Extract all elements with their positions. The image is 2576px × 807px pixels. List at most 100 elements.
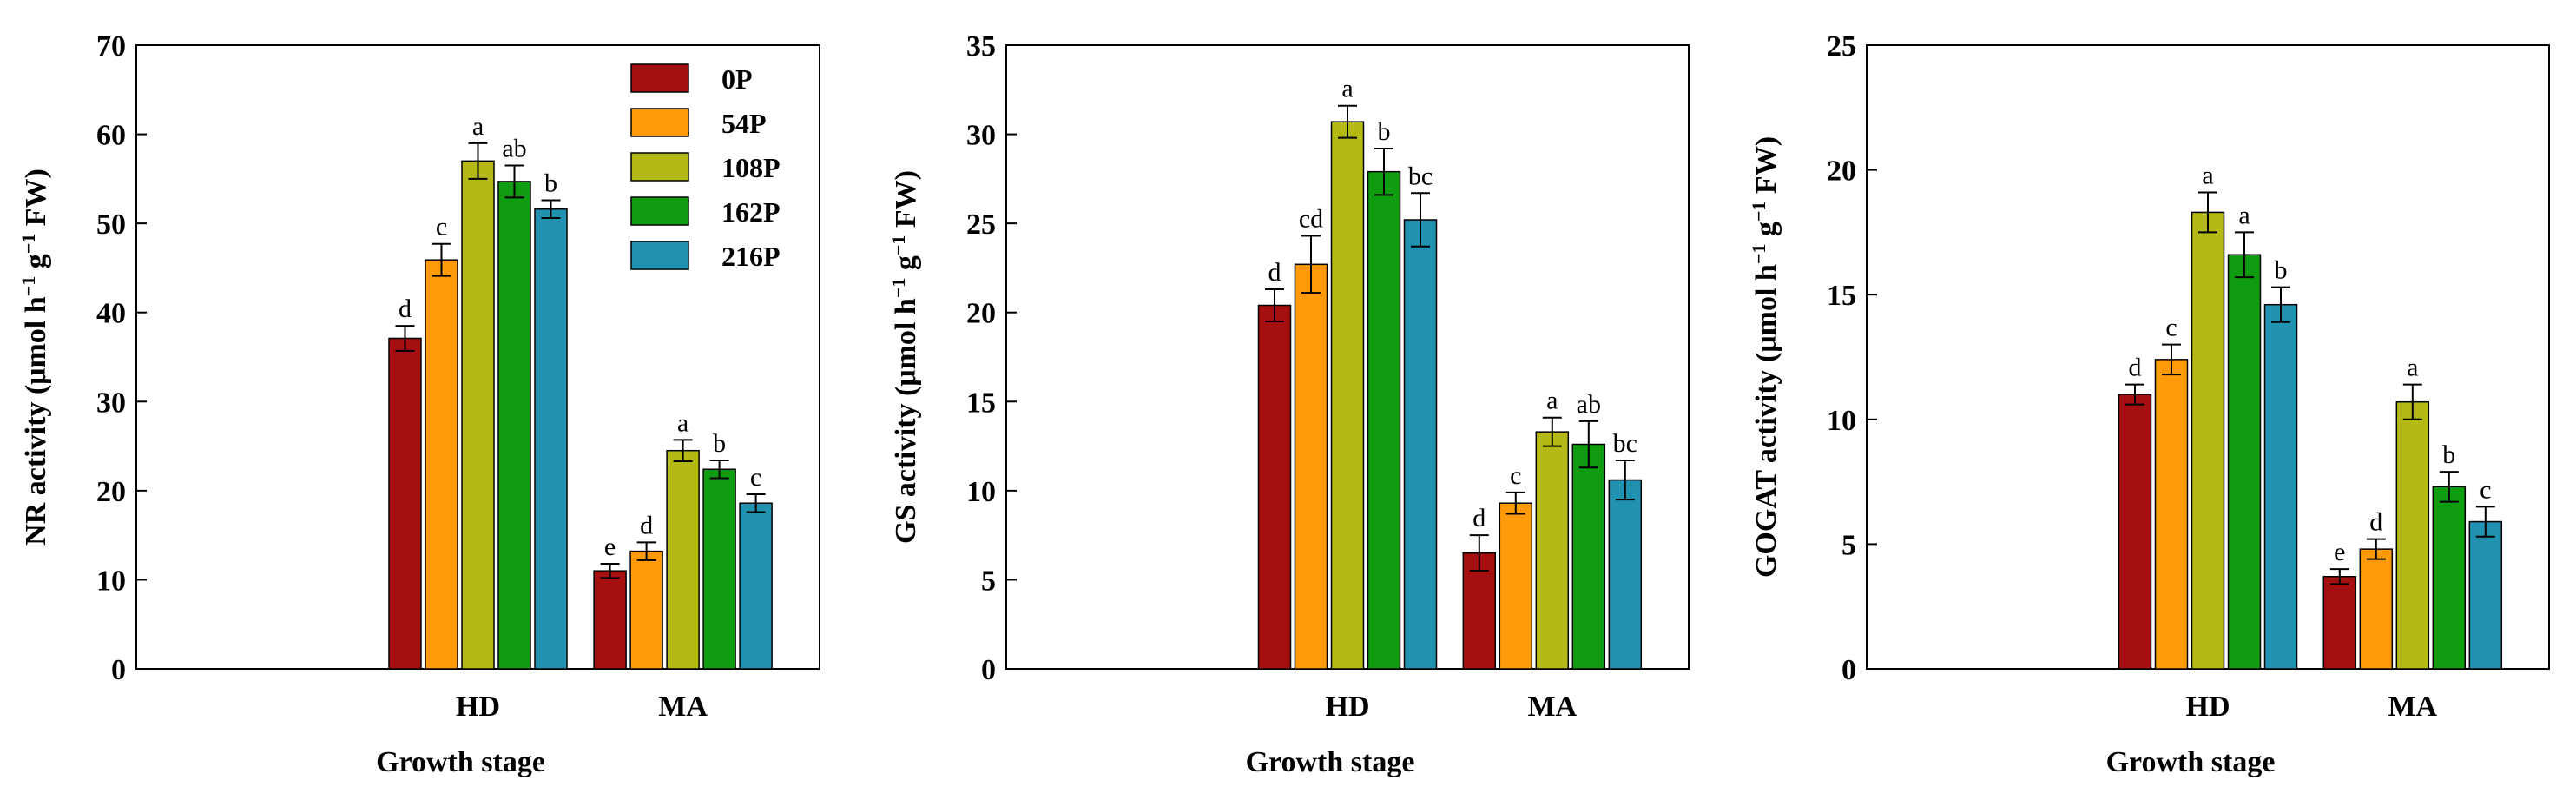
significance-letter: c — [436, 213, 447, 241]
y-tick-label: 20 — [1827, 155, 1856, 188]
y-tick-label: 25 — [1827, 30, 1856, 63]
bar-54P-MA — [629, 550, 663, 670]
bar-162P-HD — [1367, 170, 1401, 670]
bar-0P-MA — [1462, 552, 1497, 670]
y-axis-title: GOGAT activity (μmol h−1 g−1 FW) — [1748, 136, 1783, 578]
legend-label-108P: 108P — [721, 152, 781, 183]
y-tick-label: 35 — [966, 30, 996, 63]
legend: 0P 54P 108P 162P 216P — [630, 63, 781, 272]
chart-panel-1: 0 10 20 30 40 50 60 70 NR activity (μmol h−1 g−1… — [17, 30, 820, 778]
bar-54P-MA — [1499, 502, 1533, 670]
legend-label-216P: 216P — [721, 241, 781, 272]
bar-54P-MA — [2359, 548, 2394, 670]
bar-0P-HD — [388, 337, 422, 670]
y-tick-label: 15 — [1827, 280, 1856, 312]
significance-letter: b — [1378, 117, 1391, 146]
x-axis-title: Growth stage — [376, 746, 545, 778]
y-tick-label: 60 — [96, 120, 126, 152]
y-tick-label: 50 — [96, 208, 126, 241]
significance-letter: a — [2202, 161, 2213, 189]
significance-letter: bc — [1408, 162, 1433, 190]
bar-216P-MA — [1608, 479, 1643, 670]
bar-0P-HD — [2118, 394, 2152, 670]
significance-letter: a — [2238, 201, 2250, 229]
significance-letter: d — [399, 294, 412, 323]
bar-216P-HD — [2263, 303, 2298, 670]
y-tick-label: 20 — [966, 298, 996, 330]
significance-letter: d — [640, 511, 653, 539]
x-axis-title: Growth stage — [1246, 746, 1415, 778]
legend-swatch-0P — [630, 63, 689, 93]
bar-0P-MA — [593, 570, 627, 670]
x-category-label: HD — [456, 691, 500, 723]
chart-panel-3: 0 5 10 15 20 25 GOGAT activity (μmol h−1 g−1 F… — [1748, 30, 2550, 778]
legend-label-54P: 54P — [721, 108, 767, 139]
significance-letter: a — [677, 408, 688, 437]
bar-108P-MA — [1535, 431, 1570, 670]
x-axis-title: Growth stage — [2106, 746, 2276, 778]
significance-letter: ab — [1577, 390, 1601, 419]
significance-letter: a — [2407, 354, 2418, 382]
significance-letter: e — [2334, 538, 2345, 566]
significance-letter: c — [1510, 461, 1521, 490]
x-category-label: MA — [658, 691, 708, 723]
significance-letter: cd — [1299, 205, 1323, 234]
significance-letter: a — [1546, 387, 1558, 415]
y-tick-label: 5 — [981, 565, 996, 597]
y-tick-label: 70 — [96, 30, 126, 63]
bar-162P-MA — [2432, 486, 2467, 670]
y-tick-label: 5 — [1841, 529, 1856, 561]
bar-54P-HD — [425, 259, 458, 670]
y-axis-title: GS activity (μmol h−1 g−1 FW) — [887, 170, 923, 544]
y-tick-label: 15 — [966, 387, 996, 419]
bar-0P-HD — [1257, 304, 1292, 670]
y-tick-label: 0 — [981, 654, 996, 686]
significance-letter: b — [713, 429, 726, 458]
y-tick-label: 0 — [111, 654, 126, 686]
y-tick-label: 40 — [96, 298, 126, 330]
bar-216P-MA — [739, 502, 773, 670]
significance-letter: a — [1341, 75, 1353, 103]
significance-letter: ab — [502, 134, 526, 162]
x-category-label: HD — [1326, 691, 1370, 723]
x-category-label: MA — [2388, 691, 2437, 723]
bar-162P-MA — [1571, 443, 1606, 670]
bar-108P-HD — [1330, 121, 1365, 670]
legend-swatch-216P — [630, 241, 689, 270]
x-category-label: MA — [1527, 691, 1577, 723]
y-tick-label: 30 — [966, 120, 996, 152]
chart-panel-2: 0 5 10 15 20 25 30 35 GS activity (μmol h−1 g−1 … — [887, 30, 1690, 778]
significance-letter: bc — [1613, 429, 1637, 458]
significance-letter: c — [750, 463, 761, 492]
x-category-label: HD — [2186, 691, 2230, 723]
significance-letter: d — [1268, 258, 1281, 287]
significance-letter: d — [2129, 354, 2142, 382]
bar-216P-MA — [2468, 520, 2503, 670]
bar-162P-MA — [702, 468, 736, 670]
significance-letter: b — [2442, 440, 2455, 469]
y-axis-title: NR activity (μmol h−1 g−1 FW) — [17, 169, 53, 546]
significance-letter: d — [2369, 508, 2382, 537]
y-tick-label: 0 — [1841, 654, 1856, 686]
bar-216P-HD — [1403, 219, 1438, 670]
bar-108P-HD — [2191, 211, 2225, 670]
y-tick-label: 10 — [96, 565, 126, 597]
bar-108P-MA — [666, 449, 700, 670]
bar-0P-MA — [2322, 575, 2357, 670]
bar-54P-HD — [1294, 263, 1328, 670]
bar-216P-HD — [534, 208, 568, 670]
significance-letter: c — [2165, 314, 2177, 342]
legend-swatch-162P — [630, 196, 689, 226]
significance-letter: a — [472, 112, 484, 141]
legend-swatch-54P — [630, 108, 689, 137]
y-tick-label: 10 — [966, 476, 996, 508]
bar-162P-HD — [497, 181, 531, 670]
significance-letter: d — [1472, 504, 1486, 532]
legend-label-162P: 162P — [721, 196, 781, 228]
bar-108P-HD — [461, 160, 495, 670]
y-tick-label: 25 — [966, 208, 996, 241]
significance-letter: b — [544, 169, 557, 197]
significance-letter: c — [2480, 475, 2491, 504]
